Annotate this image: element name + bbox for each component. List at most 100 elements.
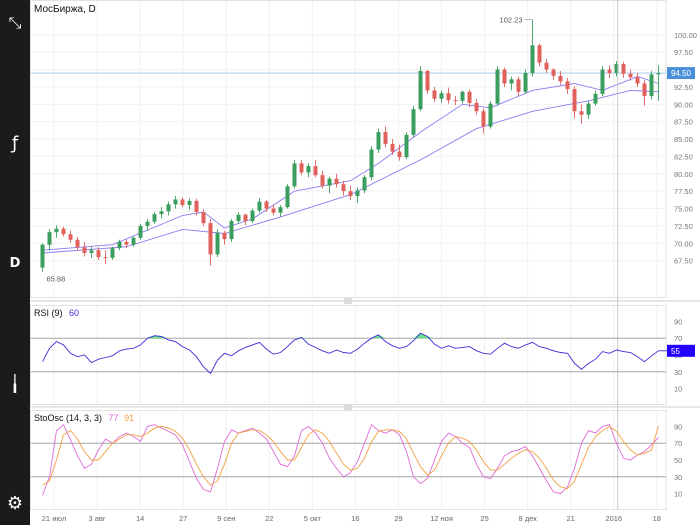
candle-body xyxy=(593,93,598,104)
x-axis-label: 25 xyxy=(480,514,488,523)
candle-body xyxy=(278,207,283,213)
candle-body xyxy=(145,221,150,226)
candle-body xyxy=(446,93,451,101)
candle-body xyxy=(460,91,465,101)
timeframe-button-glyph: D xyxy=(9,255,21,271)
candle-body xyxy=(215,232,220,255)
x-axis-label: 3 авг xyxy=(88,514,105,523)
indicator-function-icon[interactable]: ƒ xyxy=(0,128,30,158)
left-toolbar: ⤡ ƒ D ╽ ⚙ xyxy=(0,0,30,525)
ma-fast-line xyxy=(42,76,659,251)
candle-body xyxy=(642,83,647,96)
rsi-overbought-fill xyxy=(301,337,309,339)
rsi-tick-label: 10 xyxy=(674,385,682,394)
candle-body xyxy=(131,237,136,245)
rsi-tick-label: 70 xyxy=(674,334,682,343)
candle-body xyxy=(236,214,241,222)
resize-handle xyxy=(344,298,352,304)
candle-body xyxy=(453,100,458,102)
candle-body xyxy=(432,90,437,99)
chart-title: МосБиржа, D xyxy=(34,4,96,15)
candle-body xyxy=(159,211,164,215)
stoch-d-line xyxy=(42,425,659,490)
price-tick-label: 75.00 xyxy=(674,205,693,214)
candle-body xyxy=(397,151,402,158)
stoch-tick-label: 70 xyxy=(674,439,682,448)
candle-body xyxy=(376,132,381,150)
candle-body xyxy=(418,70,423,110)
rsi-title: RSI (9) xyxy=(34,308,63,318)
candle-body xyxy=(565,81,570,90)
stoch-k-line xyxy=(42,423,659,496)
stoch-tick-label: 30 xyxy=(674,473,682,482)
candle-body xyxy=(621,64,626,74)
rsi-value: 60 xyxy=(69,308,80,318)
x-axis-label: 18 xyxy=(653,514,661,523)
price-tick-label: 80.00 xyxy=(674,170,693,179)
price-tick-label: 72.50 xyxy=(674,222,693,231)
price-tick-label: 70.00 xyxy=(674,239,693,248)
candle-body xyxy=(411,109,416,135)
candle-body xyxy=(369,149,374,178)
x-axis-label: 12 ноя xyxy=(430,514,453,523)
candle-body xyxy=(68,234,73,240)
candle-body xyxy=(173,199,178,205)
candle-body xyxy=(495,69,500,104)
x-axis-label: 29 xyxy=(394,514,402,523)
price-tick-label: 67.50 xyxy=(674,257,693,266)
low-price-label: 65.88 xyxy=(47,275,66,284)
candle-body xyxy=(488,103,493,127)
x-axis-label: 16 xyxy=(351,514,359,523)
price-tick-label: 100.00 xyxy=(674,31,697,40)
candle-body xyxy=(292,163,297,187)
candle-body xyxy=(138,225,143,238)
candle-body xyxy=(586,103,591,115)
price-tick-label: 82.50 xyxy=(674,152,693,161)
candle-body xyxy=(628,73,633,78)
price-tick-label: 92.50 xyxy=(674,83,693,92)
candle-body xyxy=(243,214,248,222)
candle-body xyxy=(600,69,605,94)
candle-body xyxy=(635,77,640,84)
x-axis-label: 2016 xyxy=(605,514,622,523)
candle-body xyxy=(124,241,129,245)
ma-slow-line xyxy=(42,89,659,254)
candle-body xyxy=(572,89,577,112)
candle-body xyxy=(614,64,619,74)
resize-handle xyxy=(344,404,352,410)
fullscreen-icon[interactable]: ⤡ xyxy=(0,8,30,38)
candle-body xyxy=(467,91,472,103)
candle-body xyxy=(502,69,507,84)
stoch-panel-title: StoOsc (14, 3, 3) 77 91 xyxy=(34,413,134,423)
candle-body xyxy=(117,241,122,249)
price-tick-label: 90.00 xyxy=(674,100,693,109)
timeframe-button[interactable]: D xyxy=(0,248,30,278)
fullscreen-icon-glyph: ⤡ xyxy=(8,13,22,32)
candle-body xyxy=(404,134,409,158)
candle-body xyxy=(222,232,227,240)
candle-body xyxy=(474,102,479,112)
candle-body xyxy=(166,204,171,212)
candle-body xyxy=(537,45,542,63)
indicator-function-icon-glyph: ƒ xyxy=(11,132,19,154)
candle-body xyxy=(306,166,311,173)
settings-icon[interactable]: ⚙ xyxy=(0,488,30,518)
candle-body xyxy=(82,247,87,253)
candle-body xyxy=(313,166,318,176)
candle-body xyxy=(334,178,339,185)
candle-body xyxy=(250,210,255,222)
candle-body xyxy=(390,143,395,152)
x-axis-label: 27 xyxy=(179,514,187,523)
candle-body xyxy=(551,69,556,76)
candle-body xyxy=(180,199,185,206)
x-axis-label: 21 июл xyxy=(42,514,66,523)
x-axis-label: 14 xyxy=(136,514,144,523)
drawing-tool-icon[interactable]: ╽ xyxy=(0,368,30,398)
candle-body xyxy=(201,212,206,224)
stoch-d-value: 91 xyxy=(124,413,135,423)
candle-body xyxy=(75,239,80,248)
candle-body xyxy=(509,79,514,84)
candle-body xyxy=(152,214,157,222)
current-price-badge-text: 94.50 xyxy=(671,69,692,78)
candle-body xyxy=(348,191,353,197)
